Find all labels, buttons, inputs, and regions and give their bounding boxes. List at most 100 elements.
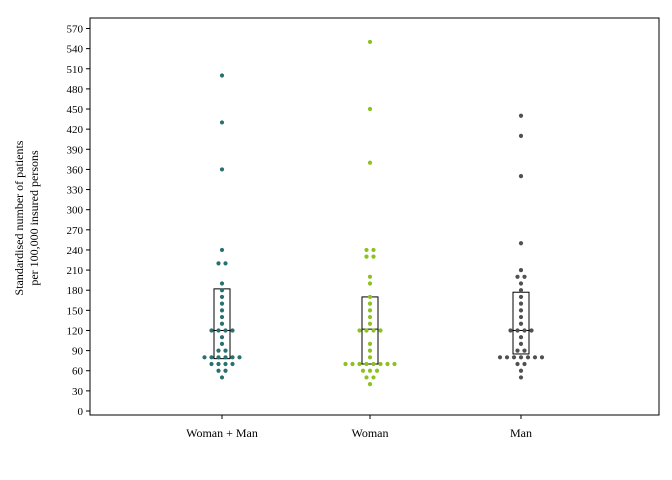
- y-tick-label: 60: [72, 366, 84, 378]
- data-point: [216, 368, 221, 373]
- data-point: [522, 361, 527, 367]
- data-point: [532, 355, 538, 360]
- data-point: [518, 301, 524, 306]
- data-point: [367, 382, 373, 387]
- y-tick-label: 330: [67, 185, 84, 197]
- data-point: [219, 308, 225, 313]
- data-point: [529, 328, 534, 333]
- data-point: [209, 361, 214, 367]
- data-point: [518, 368, 524, 373]
- data-point: [209, 328, 214, 333]
- data-point: [518, 321, 524, 326]
- y-tick-label: 390: [67, 144, 84, 156]
- y-tick-label: 570: [67, 24, 84, 36]
- y-axis: 0 30 60 90 120 150 180 210 240 270 300 330 360 390 420…: [67, 24, 90, 418]
- data-point: [223, 261, 228, 266]
- data-point: [219, 341, 225, 346]
- data-point: [518, 241, 524, 246]
- y-tick-label: 120: [67, 325, 84, 337]
- data-point: [219, 321, 225, 326]
- data-point: [219, 281, 225, 286]
- data-point: [367, 160, 373, 165]
- y-tick-label: 540: [67, 44, 84, 56]
- data-point: [518, 341, 524, 346]
- data-point: [364, 247, 369, 253]
- data-point: [504, 355, 510, 360]
- data-point: [518, 314, 524, 320]
- data-point: [367, 368, 373, 373]
- data-point: [367, 294, 373, 300]
- data-points: [202, 39, 545, 387]
- y-tick-label: 180: [67, 285, 84, 297]
- data-point: [518, 375, 524, 380]
- data-point: [223, 361, 228, 367]
- data-point: [518, 281, 524, 286]
- data-point: [378, 361, 383, 367]
- data-point: [219, 335, 225, 340]
- data-point: [515, 361, 520, 367]
- data-point: [219, 167, 225, 172]
- data-point: [392, 361, 397, 367]
- data-point: [367, 39, 373, 45]
- x-axis: Woman + Man Woman Man: [186, 415, 532, 440]
- y-axis-title-line2: per 100,000 insured persons: [27, 150, 41, 286]
- data-point: [508, 328, 513, 333]
- data-point: [216, 261, 221, 266]
- y-tick-label: 480: [67, 84, 84, 96]
- data-point: [364, 375, 369, 380]
- data-point: [357, 328, 362, 333]
- data-point: [515, 328, 520, 333]
- y-tick-label: 270: [67, 225, 84, 237]
- data-point: [216, 348, 221, 353]
- data-point: [230, 355, 235, 360]
- data-point: [367, 355, 373, 360]
- data-point: [511, 355, 517, 360]
- data-point: [518, 294, 524, 300]
- data-point: [219, 120, 225, 125]
- data-point: [525, 355, 531, 360]
- data-point: [518, 113, 524, 118]
- y-tick-label: 90: [72, 346, 84, 358]
- iqr-box: [361, 296, 379, 365]
- y-tick-label: 30: [72, 386, 84, 398]
- data-point: [367, 348, 373, 353]
- data-point: [364, 328, 369, 333]
- data-point: [219, 301, 225, 306]
- y-tick-label: 510: [67, 64, 84, 76]
- y-axis-title-line1: Standardised number of patients: [12, 140, 26, 295]
- y-tick-label: 360: [67, 164, 84, 176]
- y-tick-label: 450: [67, 104, 84, 116]
- data-point: [518, 308, 524, 313]
- x-category-label: Woman: [351, 426, 388, 440]
- data-point: [223, 328, 228, 333]
- data-point: [367, 274, 373, 279]
- data-point: [219, 314, 225, 320]
- data-point: [367, 106, 373, 112]
- data-point: [364, 254, 369, 259]
- y-tick-label: 420: [67, 124, 84, 136]
- data-point: [371, 328, 376, 333]
- x-category-label: Woman + Man: [186, 426, 258, 440]
- data-point: [497, 355, 503, 360]
- data-point: [367, 301, 373, 306]
- data-point: [367, 341, 373, 346]
- data-point: [515, 348, 520, 353]
- data-point: [216, 355, 221, 360]
- y-tick-label: 210: [67, 265, 84, 277]
- y-axis-title: Standardised number of patients per 100,…: [12, 140, 41, 295]
- data-point: [522, 348, 527, 353]
- y-tick-label: 150: [67, 305, 84, 317]
- data-point: [223, 355, 228, 360]
- data-point: [237, 355, 242, 360]
- data-point: [518, 174, 524, 179]
- data-point: [230, 328, 235, 333]
- data-point: [522, 274, 527, 279]
- data-point: [230, 361, 235, 367]
- data-point: [515, 274, 520, 279]
- data-point: [216, 328, 221, 333]
- data-point: [364, 361, 369, 367]
- data-point: [518, 355, 524, 360]
- data-point: [367, 314, 373, 320]
- data-point: [219, 288, 225, 293]
